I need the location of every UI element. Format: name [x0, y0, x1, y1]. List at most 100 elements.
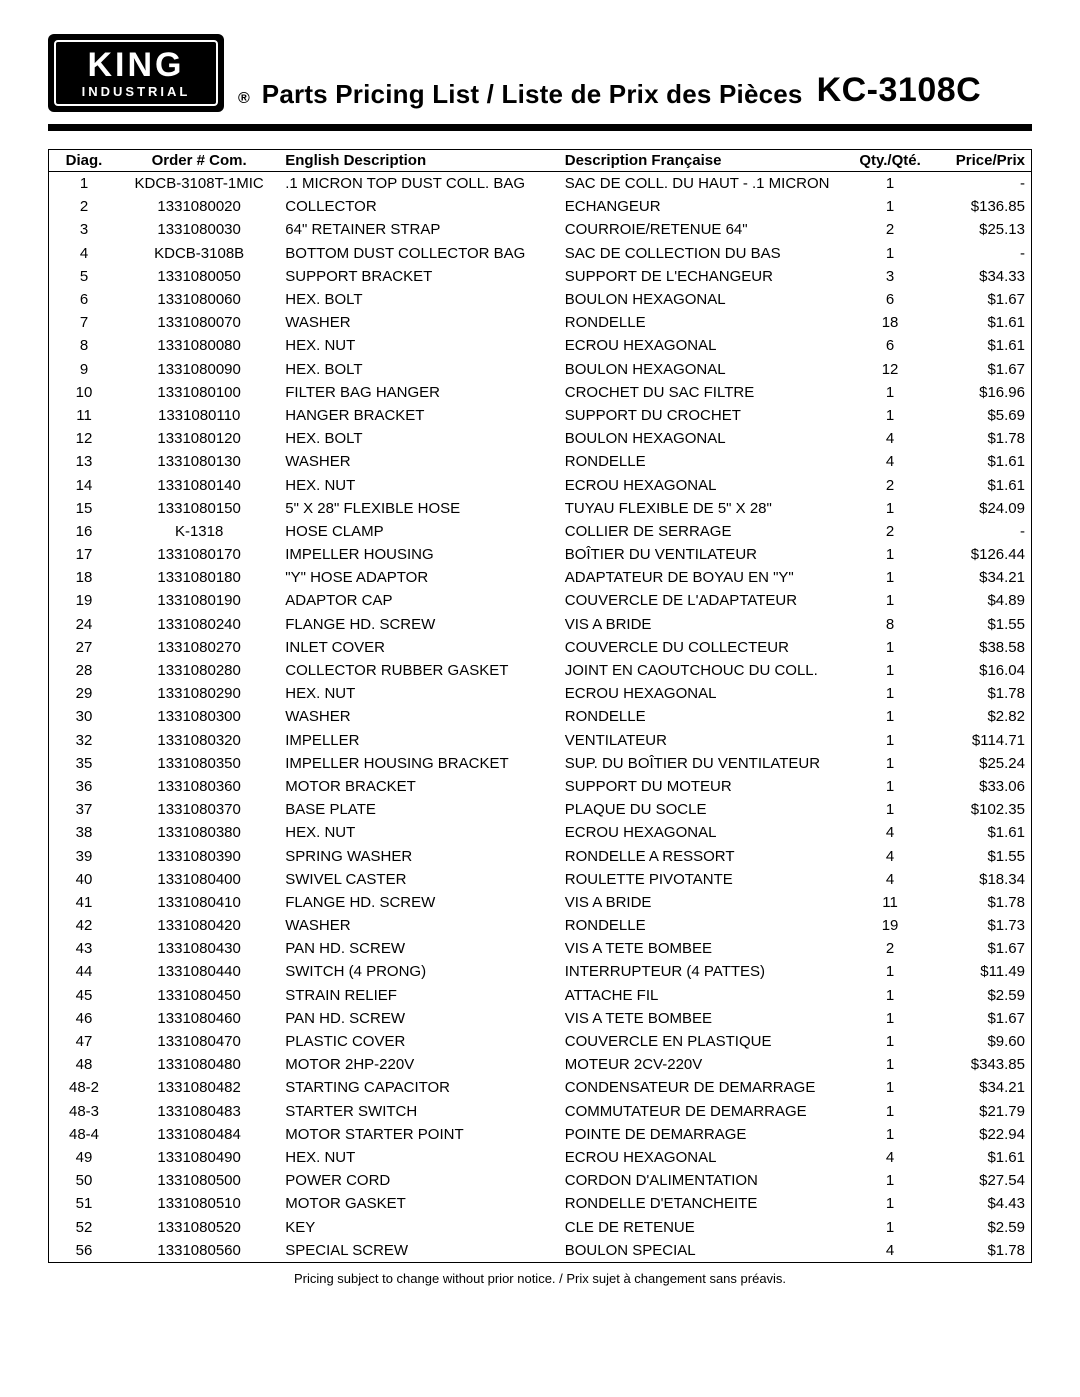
table-row: 1513310801505" X 28" FLEXIBLE HOSETUYAU … — [49, 497, 1032, 520]
cell-diag: 46 — [49, 1007, 120, 1030]
cell-price: $24.09 — [931, 497, 1032, 520]
cell-fr: BOÎTIER DU VENTILATEUR — [559, 543, 850, 566]
page-title: Parts Pricing List / Liste de Prix des P… — [262, 79, 803, 110]
cell-diag: 4 — [49, 242, 120, 265]
cell-qty: 1 — [849, 775, 930, 798]
cell-diag: 19 — [49, 589, 120, 612]
cell-price: $18.34 — [931, 868, 1032, 891]
cell-en: SWITCH (4 PRONG) — [279, 960, 558, 983]
cell-diag: 36 — [49, 775, 120, 798]
cell-diag: 39 — [49, 844, 120, 867]
cell-order: 1331080510 — [119, 1192, 279, 1215]
cell-qty: 1 — [849, 1007, 930, 1030]
cell-fr: ECROU HEXAGONAL — [559, 1146, 850, 1169]
cell-fr: SUP. DU BOÎTIER DU VENTILATEUR — [559, 752, 850, 775]
table-row: 491331080490HEX. NUTECROU HEXAGONAL4$1.6… — [49, 1146, 1032, 1169]
table-row: 361331080360MOTOR BRACKETSUPPORT DU MOTE… — [49, 775, 1032, 798]
cell-diag: 35 — [49, 752, 120, 775]
table-row: 48-31331080483STARTER SWITCHCOMMUTATEUR … — [49, 1100, 1032, 1123]
cell-order: 1331080470 — [119, 1030, 279, 1053]
cell-price: $21.79 — [931, 1100, 1032, 1123]
cell-diag: 24 — [49, 613, 120, 636]
cell-order: 1331080030 — [119, 218, 279, 241]
cell-qty: 2 — [849, 937, 930, 960]
cell-order: 1331080180 — [119, 566, 279, 589]
cell-price: $25.24 — [931, 752, 1032, 775]
cell-qty: 1 — [849, 752, 930, 775]
cell-en: HEX. NUT — [279, 473, 558, 496]
cell-fr: JOINT EN CAOUTCHOUC DU COLL. — [559, 659, 850, 682]
cell-fr: CLE DE RETENUE — [559, 1215, 850, 1238]
cell-qty: 1 — [849, 1053, 930, 1076]
cell-diag: 51 — [49, 1192, 120, 1215]
cell-en: FILTER BAG HANGER — [279, 381, 558, 404]
cell-diag: 44 — [49, 960, 120, 983]
cell-price: $2.82 — [931, 705, 1032, 728]
cell-order: 1331080060 — [119, 288, 279, 311]
table-row: 371331080370BASE PLATEPLAQUE DU SOCLE1$1… — [49, 798, 1032, 821]
col-qty: Qty./Qté. — [849, 150, 930, 172]
table-row: 48-21331080482STARTING CAPACITORCONDENSA… — [49, 1076, 1032, 1099]
cell-price: $4.43 — [931, 1192, 1032, 1215]
cell-order: 1331080070 — [119, 311, 279, 334]
cell-qty: 1 — [849, 1192, 930, 1215]
table-row: 511331080510MOTOR GASKETRONDELLE D'ETANC… — [49, 1192, 1032, 1215]
cell-price: $1.61 — [931, 311, 1032, 334]
cell-order: 1331080370 — [119, 798, 279, 821]
cell-qty: 1 — [849, 682, 930, 705]
cell-price: $1.55 — [931, 613, 1032, 636]
cell-order: KDCB-3108B — [119, 242, 279, 265]
col-price: Price/Prix — [931, 150, 1032, 172]
cell-diag: 15 — [49, 497, 120, 520]
cell-order: 1331080020 — [119, 195, 279, 218]
cell-en: KEY — [279, 1215, 558, 1238]
table-row: 131331080130WASHERRONDELLE4$1.61 — [49, 450, 1032, 473]
cell-order: 1331080110 — [119, 404, 279, 427]
table-row: 81331080080HEX. NUTECROU HEXAGONAL6$1.61 — [49, 334, 1032, 357]
table-row: 91331080090HEX. BOLTBOULON HEXAGONAL12$1… — [49, 358, 1032, 381]
cell-price: - — [931, 242, 1032, 265]
page: KING INDUSTRIAL ® Parts Pricing List / L… — [0, 0, 1080, 1306]
cell-fr: RONDELLE D'ETANCHEITE — [559, 1192, 850, 1215]
cell-en: WASHER — [279, 705, 558, 728]
cell-fr: CORDON D'ALIMENTATION — [559, 1169, 850, 1192]
cell-fr: PLAQUE DU SOCLE — [559, 798, 850, 821]
cell-fr: SAC DE COLLECTION DU BAS — [559, 242, 850, 265]
cell-price: $5.69 — [931, 404, 1032, 427]
table-row: 351331080350IMPELLER HOUSING BRACKETSUP.… — [49, 752, 1032, 775]
cell-en: BOTTOM DUST COLLECTOR BAG — [279, 242, 558, 265]
cell-fr: ADAPTATEUR DE BOYAU EN "Y" — [559, 566, 850, 589]
table-body: 1KDCB-3108T-1MIC.1 MICRON TOP DUST COLL.… — [49, 172, 1032, 1263]
cell-price: $102.35 — [931, 798, 1032, 821]
cell-fr: RONDELLE — [559, 914, 850, 937]
cell-diag: 16 — [49, 520, 120, 543]
cell-fr: MOTEUR 2CV-220V — [559, 1053, 850, 1076]
table-row: 48-41331080484MOTOR STARTER POINTPOINTE … — [49, 1123, 1032, 1146]
cell-price: $1.67 — [931, 937, 1032, 960]
cell-en: HEX. NUT — [279, 682, 558, 705]
table-row: 281331080280COLLECTOR RUBBER GASKETJOINT… — [49, 659, 1032, 682]
cell-diag: 50 — [49, 1169, 120, 1192]
cell-diag: 1 — [49, 172, 120, 196]
cell-price: $1.61 — [931, 473, 1032, 496]
cell-qty: 1 — [849, 729, 930, 752]
cell-diag: 18 — [49, 566, 120, 589]
cell-en: MOTOR 2HP-220V — [279, 1053, 558, 1076]
cell-price: $2.59 — [931, 1215, 1032, 1238]
table-row: 241331080240FLANGE HD. SCREWVIS A BRIDE8… — [49, 613, 1032, 636]
cell-en: HEX. NUT — [279, 1146, 558, 1169]
cell-fr: COLLIER DE SERRAGE — [559, 520, 850, 543]
cell-fr: COUVERCLE EN PLASTIQUE — [559, 1030, 850, 1053]
cell-qty: 1 — [849, 636, 930, 659]
table-row: 521331080520KEYCLE DE RETENUE1$2.59 — [49, 1215, 1032, 1238]
table-row: 111331080110HANGER BRACKETSUPPORT DU CRO… — [49, 404, 1032, 427]
cell-qty: 2 — [849, 520, 930, 543]
table-row: 1KDCB-3108T-1MIC.1 MICRON TOP DUST COLL.… — [49, 172, 1032, 196]
cell-qty: 1 — [849, 1215, 930, 1238]
table-row: 501331080500POWER CORDCORDON D'ALIMENTAT… — [49, 1169, 1032, 1192]
cell-qty: 1 — [849, 705, 930, 728]
cell-order: 1331080482 — [119, 1076, 279, 1099]
table-row: 301331080300WASHERRONDELLE1$2.82 — [49, 705, 1032, 728]
cell-en: WASHER — [279, 450, 558, 473]
cell-en: MOTOR STARTER POINT — [279, 1123, 558, 1146]
